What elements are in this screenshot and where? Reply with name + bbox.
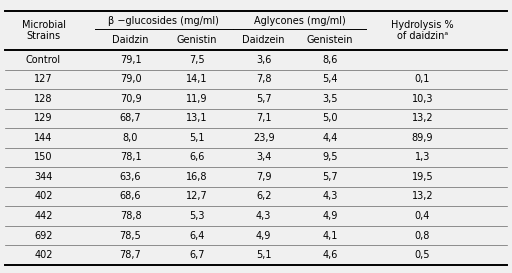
Text: 129: 129 (34, 113, 53, 123)
Text: 128: 128 (34, 94, 53, 104)
Text: 5,0: 5,0 (323, 113, 338, 123)
Text: Control: Control (26, 55, 61, 65)
Text: 692: 692 (34, 230, 53, 241)
Text: 5,1: 5,1 (256, 250, 271, 260)
Text: 3,6: 3,6 (256, 55, 271, 65)
Text: 344: 344 (34, 172, 53, 182)
Text: Daidzein: Daidzein (242, 35, 285, 45)
Text: 6,4: 6,4 (189, 230, 205, 241)
Text: 4,3: 4,3 (323, 191, 338, 201)
Text: 5,7: 5,7 (256, 94, 271, 104)
Text: 0,8: 0,8 (415, 230, 430, 241)
Text: 3,4: 3,4 (256, 152, 271, 162)
Text: 4,1: 4,1 (323, 230, 338, 241)
Text: 4,9: 4,9 (323, 211, 338, 221)
Text: 6,2: 6,2 (256, 191, 271, 201)
Text: 68,6: 68,6 (120, 191, 141, 201)
Text: 4,3: 4,3 (256, 211, 271, 221)
Text: 150: 150 (34, 152, 53, 162)
Text: 402: 402 (34, 191, 53, 201)
Text: 5,7: 5,7 (323, 172, 338, 182)
Text: 11,9: 11,9 (186, 94, 208, 104)
Text: 7,5: 7,5 (189, 55, 205, 65)
Text: 1,3: 1,3 (415, 152, 430, 162)
Text: Hydrolysis %
of daidzinᵃ: Hydrolysis % of daidzinᵃ (391, 20, 454, 41)
Text: Genistein: Genistein (307, 35, 353, 45)
Text: 0,4: 0,4 (415, 211, 430, 221)
Text: 402: 402 (34, 250, 53, 260)
Text: 10,3: 10,3 (412, 94, 433, 104)
Text: 89,9: 89,9 (412, 133, 433, 143)
Text: 6,7: 6,7 (189, 250, 205, 260)
Text: 3,5: 3,5 (323, 94, 338, 104)
Text: β −glucosides (mg/ml): β −glucosides (mg/ml) (109, 16, 219, 26)
Text: 12,7: 12,7 (186, 191, 208, 201)
Text: 78,5: 78,5 (120, 230, 141, 241)
Text: 442: 442 (34, 211, 53, 221)
Text: 144: 144 (34, 133, 53, 143)
Text: 78,8: 78,8 (120, 211, 141, 221)
Text: 78,1: 78,1 (120, 152, 141, 162)
Text: 0,1: 0,1 (415, 74, 430, 84)
Text: 63,6: 63,6 (120, 172, 141, 182)
Text: 13,2: 13,2 (412, 113, 433, 123)
Text: 5,4: 5,4 (323, 74, 338, 84)
Text: 13,1: 13,1 (186, 113, 208, 123)
Text: Aglycones (mg/ml): Aglycones (mg/ml) (253, 16, 346, 26)
Text: 7,9: 7,9 (256, 172, 271, 182)
Text: 68,7: 68,7 (120, 113, 141, 123)
Text: 79,1: 79,1 (120, 55, 141, 65)
Text: 16,8: 16,8 (186, 172, 208, 182)
Text: 70,9: 70,9 (120, 94, 141, 104)
Text: 8,0: 8,0 (123, 133, 138, 143)
Text: Genistin: Genistin (177, 35, 218, 45)
Text: 5,1: 5,1 (189, 133, 205, 143)
Text: 4,4: 4,4 (323, 133, 338, 143)
Text: 9,5: 9,5 (323, 152, 338, 162)
Text: 7,1: 7,1 (256, 113, 271, 123)
Text: Daidzin: Daidzin (112, 35, 149, 45)
Text: 4,9: 4,9 (256, 230, 271, 241)
Text: 5,3: 5,3 (189, 211, 205, 221)
Text: 4,6: 4,6 (323, 250, 338, 260)
Text: 127: 127 (34, 74, 53, 84)
Text: 19,5: 19,5 (412, 172, 433, 182)
Text: 78,7: 78,7 (120, 250, 141, 260)
Text: 13,2: 13,2 (412, 191, 433, 201)
Text: 79,0: 79,0 (120, 74, 141, 84)
Text: Microbial
Strains: Microbial Strains (22, 20, 66, 41)
Text: 8,6: 8,6 (323, 55, 338, 65)
Text: 6,6: 6,6 (189, 152, 205, 162)
Text: 14,1: 14,1 (186, 74, 208, 84)
Text: 23,9: 23,9 (253, 133, 274, 143)
Text: 7,8: 7,8 (256, 74, 271, 84)
Text: 0,5: 0,5 (415, 250, 430, 260)
